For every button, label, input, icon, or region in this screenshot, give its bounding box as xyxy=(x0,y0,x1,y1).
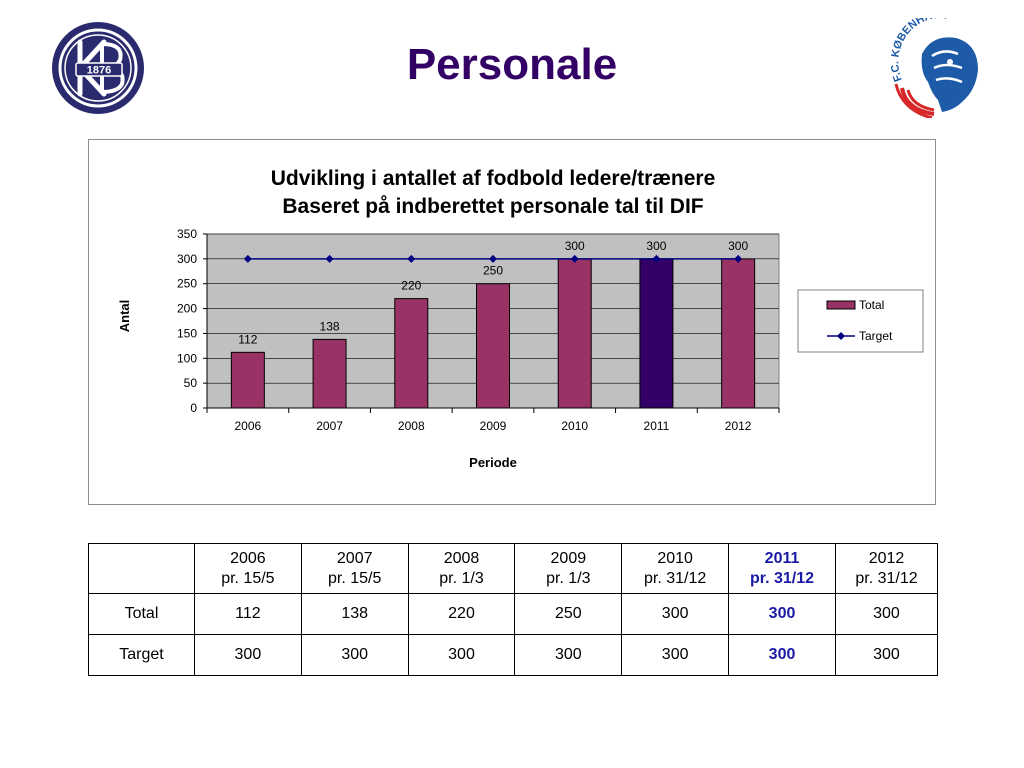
legend-label-total: Total xyxy=(859,298,884,312)
target-marker xyxy=(570,254,579,263)
bar-2008 xyxy=(394,298,429,409)
y-tick-label: 50 xyxy=(184,376,198,390)
x-tick-label: 2007 xyxy=(316,419,343,433)
table-header-row: 2006 pr. 15/5 2007 pr. 15/5 2008 pr. 1/3 2009 p… xyxy=(88,543,939,594)
table-cell: 300 xyxy=(300,634,409,676)
header-date: pr. 1/3 xyxy=(439,569,484,587)
fck-logo: F.C. KØBENHAVN xyxy=(889,18,978,118)
table-header-cell: 2009 pr. 1/3 xyxy=(514,543,623,594)
table-cell: 300 xyxy=(621,593,730,635)
legend-swatch-total xyxy=(826,300,856,310)
target-marker xyxy=(325,254,334,263)
kb-logo-year: 1876 xyxy=(87,65,111,77)
table-cell: 300 xyxy=(407,634,516,676)
x-tick-label: 2006 xyxy=(235,419,262,433)
target-marker xyxy=(407,254,416,263)
header-year: 2006 xyxy=(230,549,266,567)
table-cell: 250 xyxy=(514,593,623,635)
table-cell: 300 xyxy=(621,634,730,676)
bar-data-label: 300 xyxy=(646,239,666,253)
y-tick-label: 350 xyxy=(177,227,197,241)
row-label: Target xyxy=(88,634,195,676)
header-date: pr. 15/5 xyxy=(328,569,382,587)
table-cell: 300 xyxy=(728,634,836,676)
chart-frame: Udvikling i antallet af fodbold ledere/t… xyxy=(88,139,936,505)
header-year: 2009 xyxy=(550,549,587,567)
y-tick-label: 300 xyxy=(177,252,197,266)
chart: Udvikling i antallet af fodbold ledere/t… xyxy=(117,167,924,470)
row-label: Total xyxy=(88,593,195,635)
y-axis-title: Antal xyxy=(117,300,132,333)
x-tick-label: 2011 xyxy=(644,419,670,433)
target-marker xyxy=(489,254,497,263)
bar-data-label: 220 xyxy=(401,279,421,293)
table-row: Total 112 138 220 250 300 300 300 xyxy=(88,593,939,635)
table-header-cell: 2010 pr. 31/12 xyxy=(621,543,730,594)
kb-logo: 1876 xyxy=(52,22,144,114)
x-tick-label: 2009 xyxy=(480,419,507,433)
chart-title-line: Udvikling i antallet af fodbold ledere/t… xyxy=(271,167,716,190)
table-row: Target 300 300 300 300 300 300 300 xyxy=(88,634,939,676)
table-header-cell: 2012 pr. 31/12 xyxy=(834,543,939,594)
chart-title-line: Baseret på indberettet personale tal til… xyxy=(282,195,703,218)
bar-2010 xyxy=(557,258,592,409)
table-cell: 138 xyxy=(300,593,409,635)
header-year: 2007 xyxy=(336,549,373,567)
y-tick-label: 200 xyxy=(177,302,197,316)
header-date: pr. 15/5 xyxy=(221,569,275,587)
legend-label-target: Target xyxy=(859,329,893,343)
table-header-cell: 2006 pr. 15/5 xyxy=(193,543,302,594)
bar-data-label: 138 xyxy=(320,319,340,333)
table-cell: 300 xyxy=(514,634,623,676)
table-cell: 300 xyxy=(728,593,836,635)
table-corner-cell xyxy=(88,543,195,594)
bar-data-label: 250 xyxy=(483,264,503,278)
page-title: Personale xyxy=(406,40,618,89)
target-marker xyxy=(243,254,252,263)
table-header-cell: 2008 pr. 1/3 xyxy=(407,543,516,594)
bar-2006 xyxy=(230,351,265,409)
header-year: 2012 xyxy=(868,549,905,567)
legend-box xyxy=(797,289,924,353)
header-date: pr. 31/12 xyxy=(644,569,707,587)
bar-data-label: 300 xyxy=(565,239,585,253)
legend-marker-target xyxy=(837,332,845,340)
header-date: pr. 1/3 xyxy=(546,569,591,587)
y-tick-label: 100 xyxy=(177,351,197,365)
header-date: pr. 31/12 xyxy=(750,569,815,587)
bar-2007 xyxy=(312,338,347,409)
table-cell: 300 xyxy=(834,634,939,676)
bar-2011 xyxy=(639,258,674,409)
table-header-cell: 2011 pr. 31/12 xyxy=(728,543,836,594)
y-tick-label: 250 xyxy=(177,277,197,291)
header-year: 2008 xyxy=(443,549,480,567)
y-tick-label: 150 xyxy=(177,326,197,340)
bar-data-label: 300 xyxy=(728,239,748,253)
table-header-cell: 2007 pr. 15/5 xyxy=(300,543,409,594)
table-cell: 300 xyxy=(193,634,302,676)
bar-2012 xyxy=(721,258,756,409)
x-tick-label: 2008 xyxy=(398,419,425,433)
x-axis-title: Periode xyxy=(469,455,517,470)
table-cell: 112 xyxy=(193,593,302,635)
header-date: pr. 31/12 xyxy=(855,569,918,587)
header-year: 2010 xyxy=(657,549,693,567)
bar-2009 xyxy=(476,283,510,409)
y-tick-label: 0 xyxy=(190,401,197,415)
target-marker xyxy=(652,254,661,263)
header-year: 2011 xyxy=(764,549,800,567)
data-table: 2006 pr. 15/5 2007 pr. 15/5 2008 pr. 1/3 2009 p… xyxy=(88,543,939,676)
bar-data-label: 112 xyxy=(238,332,257,346)
table-cell: 300 xyxy=(834,593,939,635)
x-tick-label: 2012 xyxy=(725,419,752,433)
x-tick-label: 2010 xyxy=(561,419,588,433)
table-cell: 220 xyxy=(407,593,516,635)
target-marker xyxy=(734,254,743,263)
